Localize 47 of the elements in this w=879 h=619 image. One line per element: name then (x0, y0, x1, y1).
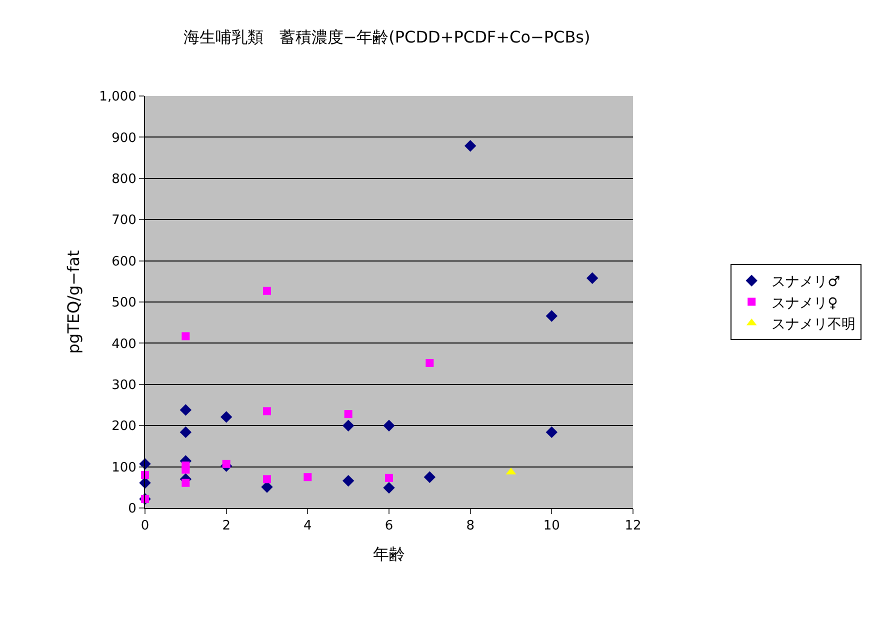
legend-label: スナメリ♀ (772, 295, 838, 312)
y-tick-label: 900 (112, 130, 136, 146)
point (426, 358, 434, 367)
x-tick-label: 2 (222, 518, 230, 534)
legend-label: スナメリ不明 (772, 316, 856, 332)
point (182, 332, 190, 340)
point (182, 466, 190, 474)
x-tick-label: 12 (624, 518, 642, 534)
point (342, 474, 354, 487)
point (220, 411, 232, 423)
y-tick-label: 1,000 (99, 90, 136, 105)
y-tick-label: 800 (112, 172, 136, 187)
y-tick-label: 500 (112, 296, 136, 311)
chart-title: 海生哺乳類 蓄積濃度−年齢(PCDD+PCDF+Co−PCBs) (183, 28, 590, 47)
y-tick-label: 600 (112, 254, 136, 270)
point (344, 410, 352, 418)
x-tick-label: 6 (384, 518, 394, 534)
x-tick-label: 8 (466, 518, 474, 534)
point (180, 426, 192, 438)
y-axis-title: pgTEQ/g−fat (64, 250, 84, 354)
point (222, 460, 230, 468)
legend-label: スナメリ♂ (772, 274, 840, 290)
y-tick-label: 200 (112, 419, 136, 434)
point (383, 482, 395, 494)
point (263, 475, 271, 484)
x-axis-title: 年齢 (373, 544, 405, 564)
point (546, 310, 558, 322)
x-tick-label: 10 (543, 518, 560, 534)
y-tick-label: 700 (112, 213, 136, 228)
point (342, 420, 354, 432)
point (586, 272, 598, 284)
point (304, 473, 312, 482)
point (385, 474, 393, 482)
point (180, 404, 192, 416)
y-tick-label: 100 (112, 460, 136, 476)
y-tick-label: 300 (112, 378, 136, 393)
x-tick-label: 4 (304, 518, 312, 534)
point (424, 471, 436, 483)
point (546, 426, 558, 438)
point (182, 478, 190, 487)
x-tick-label: 0 (140, 518, 150, 534)
point (263, 286, 271, 295)
y-tick-label: 0 (128, 502, 136, 517)
point (383, 420, 395, 432)
point (263, 407, 271, 416)
y-tick-label: 400 (112, 336, 136, 352)
point (464, 140, 476, 152)
